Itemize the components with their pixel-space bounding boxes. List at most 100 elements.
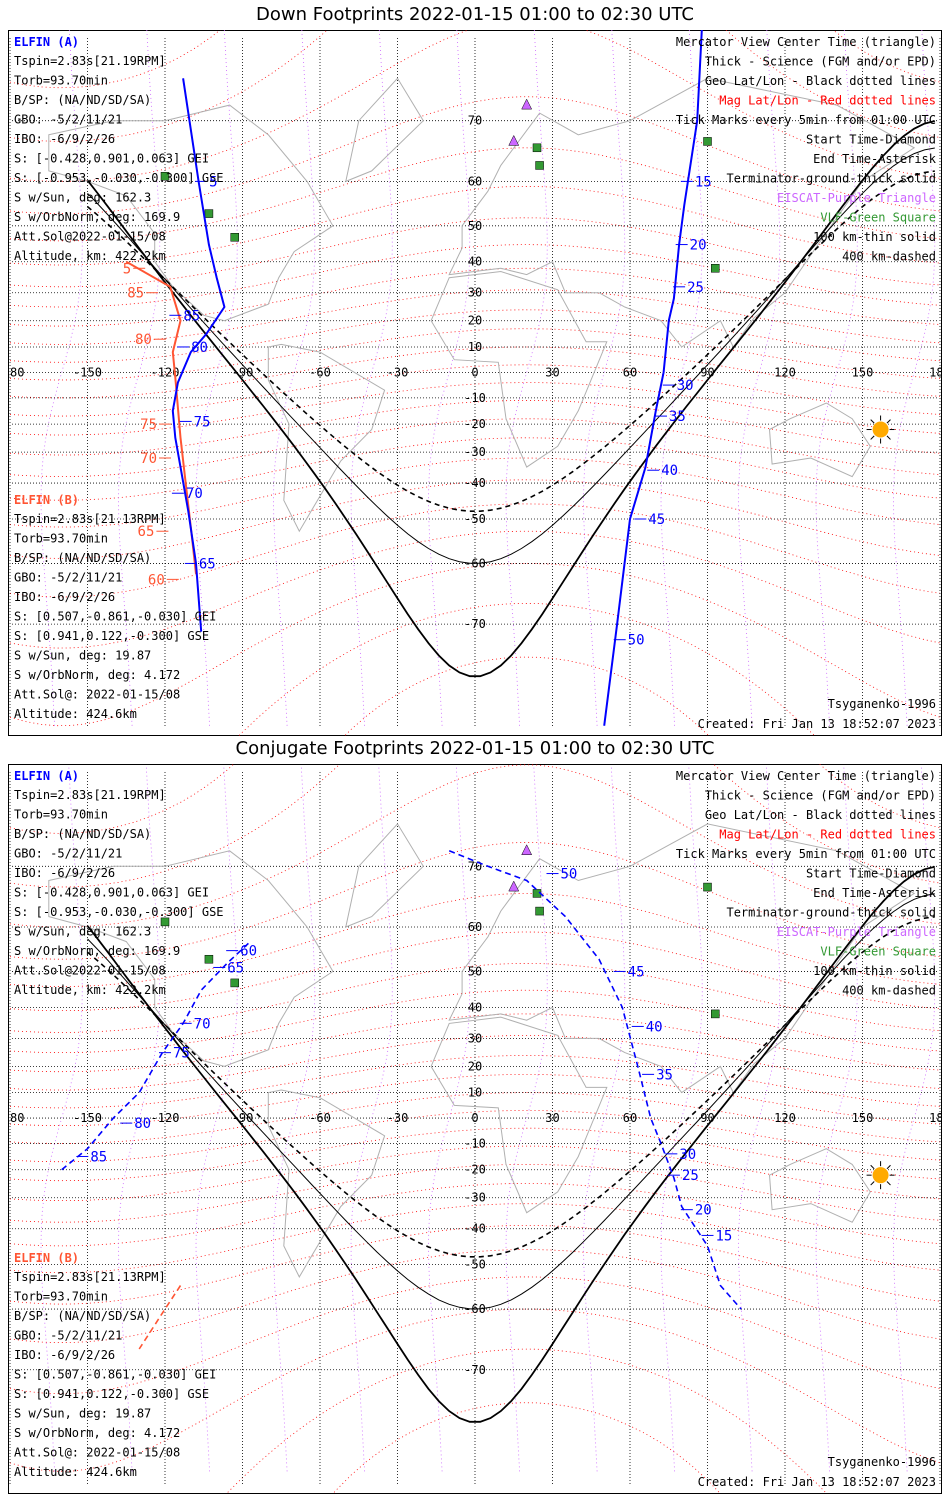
elfin-b-info: B/SP: (NA/ND/SD/SA) [14,1309,151,1323]
lat-tick-label: 50 [468,964,482,978]
coastline [345,823,424,928]
elfin-a-track-tick-label: 75 [173,1046,190,1062]
elfin-descending-track-tick-label: 20 [695,1203,712,1219]
elfin-a-info: Torb=93.70min [14,808,108,822]
elfin-a-info: Torb=93.70min [14,74,108,88]
mag-lat-line [9,346,941,399]
mag-lon-line [40,30,83,726]
eiscat-station [521,98,533,110]
mag-lon-line [583,30,626,726]
lat-tick-label: 60 [468,920,482,934]
elfin-descending-track-tick-label: 30 [677,378,694,394]
lat-tick-label: -10 [464,1136,486,1150]
elfin-a-track-tick-label: 70 [186,486,203,502]
elfin-b-info: Att.Sol@: 2022-01-15/08 [14,1446,180,1460]
elfin-a-info: Tspin=2.83s[21.19RPM] [14,788,166,802]
sun-ray [870,435,875,440]
vlf-station [535,906,544,916]
legend-item: End Time-Asterisk [813,886,937,900]
mag-lat-line [9,1203,941,1274]
elfin-a-info: S w/OrbNorm, deg: 169.9 [14,944,180,958]
eiscat-station [521,844,533,856]
lat-tick-label: -50 [464,1258,486,1272]
lat-tick-label: 20 [468,1059,482,1073]
terminator-100km-line [87,893,935,1310]
elfin-b-info: Altitude: 424.6km [14,1465,137,1479]
elfin-a-info: B/SP: (NA/ND/SD/SA) [14,93,151,107]
lon-tick-label: 30 [545,1111,559,1125]
vlf-station [711,264,720,273]
mag-lon-line [815,30,858,726]
lat-tick-label: -40 [464,1222,486,1236]
sun-ray [886,419,891,424]
vlf-station [535,161,544,170]
vlf-station [703,882,712,892]
lat-tick-label: 40 [468,1000,482,1014]
elfin-descending-track-tick-label: 40 [661,463,678,479]
legend-item: Thick - Science (FGM and/or EPD) [705,789,936,803]
mag-lon-line [428,30,471,726]
vlf-station [532,143,542,153]
elfin-a-info: S w/Sun, deg: 162.3 [14,925,151,939]
vlf-station [160,171,170,181]
elfin-a-track [171,78,226,632]
legend-item: VLF-Green Square [820,945,936,959]
elfin-descending-track-tick-label: 35 [669,409,686,425]
mag-lon-line [118,30,161,726]
elfin-b-info: B/SP: (NA/ND/SD/SA) [14,551,151,565]
lon-tick-label: 180 [929,1111,942,1125]
vlf-station [230,978,239,988]
lon-tick-label: 60 [623,365,637,379]
elfin-a-title: ELFIN (A) [14,35,79,49]
lon-tick-label: 30 [545,365,559,379]
mag-lat-line [9,147,941,242]
elfin-b-info: Altitude: 424.6km [14,707,137,721]
coastline [48,850,334,1067]
sun-ray [886,435,891,440]
lat-tick-label: -70 [464,1363,486,1377]
legend-item: End Time-Asterisk [813,152,937,166]
elfin-b-track-tick-label: 5 [123,261,131,277]
elfin-a-title: ELFIN (A) [14,769,79,783]
terminator-100km-line [87,147,935,564]
elfin-descending-track-tick-label: 20 [690,238,707,254]
sun-icon [872,421,889,438]
elfin-b-info: S w/Sun, deg: 19.87 [14,1407,151,1421]
legend-item: Tick Marks every 5min from 01:00 UTC [676,113,936,127]
legend-item: 100 km-thin solid [813,964,936,978]
created-label: Created: Fri Jan 13 18:52:07 2023 [698,717,936,731]
lon-tick-label: 180 [929,365,942,379]
coastline [430,270,608,468]
elfin-b-info: S: [0.507,-0.861,-0.030] GEI [14,610,216,624]
elfin-a-info: S: [-0.428,0.901,0.063] GEI [14,886,209,900]
lon-tick-label: -120 [151,365,180,379]
lat-tick-label: 30 [468,1031,482,1045]
created-label: Created: Fri Jan 13 18:52:07 2023 [698,1475,936,1489]
elfin-b-track-tick-label: 60 [148,572,165,588]
lat-tick-label: -50 [464,512,486,526]
elfin-a-track-tick-label: 80 [191,340,208,356]
lon-tick-label: 0 [471,365,478,379]
lat-tick-label: 70 [468,114,482,128]
elfin-a-info: B/SP: (NA/ND/SD/SA) [14,827,151,841]
legend-item: 100 km-thin solid [813,230,936,244]
lon-tick-label: -30 [387,1111,409,1125]
elfin-descending-track-tick-label: 15 [716,1228,733,1244]
legend-item: Thick - Science (FGM and/or EPD) [705,55,936,69]
elfin-descending-track-tick-label: 50 [628,633,645,649]
elfin-b-info: IBO: -6/9/2/26 [14,1348,115,1362]
elfin-a-info: Att.Sol@2022-01-15/08 [14,964,166,978]
elfin-b-info: S: [0.941,0.122,-0.300] GSE [14,629,209,643]
elfin-descending-track-tick-label: 15 [695,174,712,190]
lat-tick-label: -40 [464,476,486,490]
model-label: Tsyganenko-1996 [828,697,936,711]
lon-tick-label: -90 [232,1111,254,1125]
mag-lon-line [505,30,548,726]
vlf-station [204,954,214,964]
model-label: Tsyganenko-1996 [828,1455,936,1469]
elfin-b-info: S: [0.941,0.122,-0.300] GSE [14,1387,209,1401]
lon-tick-label: 120 [774,1111,796,1125]
elfin-a-info: IBO: -6/9/2/26 [14,866,115,880]
legend-item: Mercator View Center Time (triangle) [676,769,936,783]
mag-lat-line [9,289,941,345]
